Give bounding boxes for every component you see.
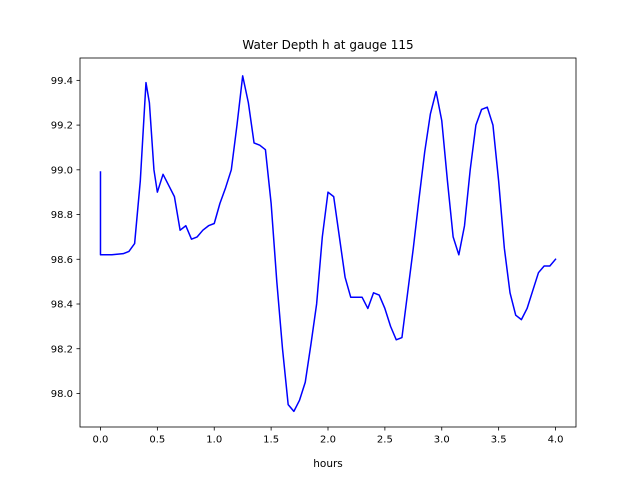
- y-tick-label: 98.8: [51, 210, 73, 221]
- x-tick-label: 3.5: [491, 435, 507, 446]
- x-axis-label: hours: [313, 458, 343, 470]
- x-tick-label: 1.0: [206, 435, 222, 446]
- x-tick-label: 0.0: [93, 435, 109, 446]
- y-tick-label: 98.4: [51, 300, 73, 311]
- x-tick-label: 4.0: [548, 435, 564, 446]
- x-tick-label: 0.5: [149, 435, 165, 446]
- y-axis: 98.0 98.2 98.4 98.6 98.8 99.0 99.2 99.4: [51, 76, 80, 400]
- y-tick-label: 99.4: [51, 76, 73, 87]
- x-tick-label: 1.5: [263, 435, 279, 446]
- x-tick-label: 2.0: [320, 435, 336, 446]
- y-tick-label: 99.0: [51, 165, 73, 176]
- y-tick-label: 98.2: [51, 344, 73, 355]
- series-line-0: [99, 75, 557, 413]
- x-axis: 0.0 0.5 1.0 1.5 2.0 2.5 3.0 3.5 4.0: [93, 427, 564, 446]
- y-tick-label: 99.2: [51, 121, 73, 132]
- chart-title: Water Depth h at gauge 115: [242, 38, 413, 52]
- y-tick-label: 98.6: [51, 255, 73, 266]
- y-tick-label: 98.0: [51, 389, 73, 400]
- x-tick-label: 2.5: [377, 435, 393, 446]
- x-tick-label: 3.0: [434, 435, 450, 446]
